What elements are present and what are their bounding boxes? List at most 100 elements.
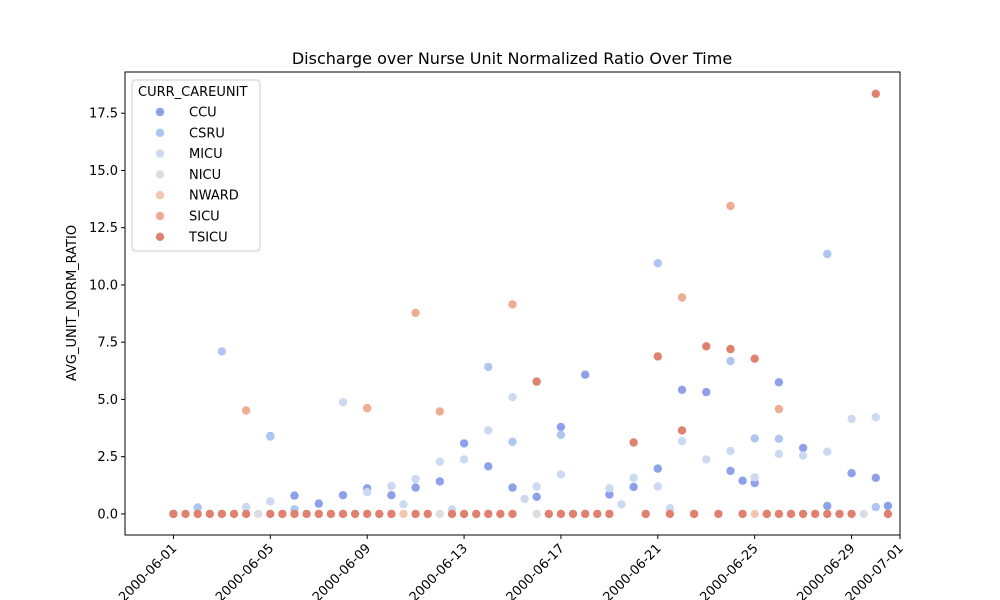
- point-tsicu-47: [798, 509, 808, 519]
- x-tick-label: 2000-06-25: [697, 541, 761, 600]
- point-ccu-7: [411, 483, 420, 492]
- point-ccu-19: [702, 387, 711, 397]
- y-tick-label: 5.0: [97, 393, 118, 408]
- point-tsicu-49: [823, 509, 832, 519]
- point-tsicu-16: [375, 509, 384, 519]
- point-micu-16: [617, 500, 626, 509]
- x-axis: 2000-06-01 2000-06-05 2000-06-09 2000-06-13…: [116, 535, 907, 600]
- point-tsicu-48: [811, 509, 820, 519]
- point-tsicu-6: [241, 509, 251, 519]
- point-ccu-23: [774, 378, 784, 387]
- point-ccu-21: [738, 476, 747, 485]
- point-sicu-0: [241, 406, 251, 415]
- x-tick-label: 2000-06-17: [504, 541, 568, 600]
- legend-label-nward: NWARD: [189, 189, 239, 204]
- point-ccu-10: [484, 462, 493, 471]
- point-tsicu-51: [847, 509, 856, 519]
- point-tsicu-35: [653, 352, 662, 361]
- point-ccu-13: [556, 422, 566, 432]
- legend-marker-micu: [155, 149, 165, 158]
- x-tick-label: 2000-06-13: [407, 541, 471, 600]
- point-csru-1: [217, 347, 227, 356]
- point-tsicu-10: [302, 509, 311, 519]
- point-tsicu-31: [593, 509, 602, 519]
- point-micu-7: [435, 457, 444, 466]
- point-ccu-11: [508, 483, 517, 492]
- point-tsicu-29: [568, 509, 578, 519]
- point-ccu-3: [314, 499, 323, 508]
- point-micu-26: [823, 447, 832, 456]
- point-ccu-12: [532, 492, 541, 501]
- point-csru-5: [484, 362, 493, 372]
- point-tsicu-3: [205, 509, 214, 519]
- legend-label-micu: MICU: [189, 147, 223, 162]
- point-tsicu-25: [508, 509, 517, 519]
- y-tick-label: 10.0: [89, 278, 118, 293]
- point-tsicu-32: [605, 509, 614, 519]
- point-ccu-18: [677, 385, 687, 394]
- point-micu-2: [338, 398, 348, 407]
- points-group: [169, 89, 893, 519]
- point-tsicu-53: [883, 509, 893, 519]
- point-tsicu-40: [714, 509, 723, 519]
- y-tick-label: 2.5: [97, 450, 118, 465]
- point-tsicu-39: [702, 342, 711, 351]
- point-nicu-1: [435, 509, 444, 519]
- point-csru-12: [823, 249, 832, 259]
- legend-title: CURR_CAREUNIT: [138, 85, 247, 100]
- y-axis-label: AVG_UNIT_NORM_RATIO: [65, 225, 80, 381]
- point-micu-1: [266, 497, 275, 506]
- point-sicu-4: [508, 300, 517, 309]
- point-tsicu-44: [762, 509, 771, 519]
- legend-label-sicu: SICU: [189, 210, 220, 225]
- y-tick-label: 17.5: [89, 107, 118, 122]
- point-tsicu-15: [363, 509, 372, 519]
- legend-marker-tsicu: [155, 232, 165, 241]
- point-tsicu-9: [290, 509, 299, 519]
- legend-label-tsicu: TSICU: [188, 230, 228, 245]
- point-tsicu-20: [447, 509, 457, 519]
- legend-box: [131, 79, 261, 252]
- point-micu-15: [605, 484, 614, 493]
- point-micu-23: [750, 473, 759, 482]
- point-nicu-2: [532, 509, 541, 519]
- point-tsicu-1: [181, 509, 190, 519]
- point-sicu-3: [435, 407, 444, 416]
- point-csru-0: [193, 503, 202, 512]
- x-tick-label: 2000-06-01: [116, 541, 180, 600]
- point-micu-6: [411, 474, 420, 484]
- point-tsicu-13: [338, 509, 348, 519]
- point-micu-24: [774, 449, 784, 459]
- legend-marker-ccu: [155, 107, 165, 117]
- point-micu-14: [556, 470, 566, 479]
- point-micu-13: [532, 482, 541, 491]
- point-tsicu-5: [229, 509, 239, 519]
- x-tick-label: 2000-06-05: [213, 541, 277, 600]
- chart-title: Discharge over Nurse Unit Normalized Rat…: [292, 49, 732, 68]
- point-micu-11: [508, 393, 517, 402]
- point-tsicu-28: [556, 509, 566, 519]
- point-nward-0: [399, 509, 408, 519]
- point-tsicu-37: [677, 426, 687, 435]
- point-tsicu-41: [726, 344, 735, 354]
- point-micu-0: [241, 503, 251, 512]
- point-tsicu-27: [544, 509, 553, 519]
- point-sicu-7: [774, 404, 784, 414]
- point-csru-8: [653, 259, 662, 268]
- point-ccu-17: [653, 464, 662, 473]
- point-tsicu-7: [266, 509, 275, 519]
- point-sicu-5: [677, 293, 687, 302]
- point-micu-9: [459, 455, 469, 464]
- point-tsicu-26: [532, 377, 541, 386]
- y-tick-label: 7.5: [97, 336, 118, 351]
- point-ccu-15: [605, 490, 614, 499]
- point-tsicu-19: [423, 509, 432, 519]
- legend-marker-nicu: [155, 170, 165, 179]
- point-micu-28: [871, 413, 880, 422]
- point-sicu-1: [363, 403, 372, 413]
- point-ccu-26: [847, 469, 856, 478]
- point-tsicu-36: [665, 509, 675, 519]
- point-tsicu-33: [629, 438, 638, 447]
- point-micu-18: [653, 482, 662, 491]
- y-tick-label: 0.0: [97, 507, 118, 522]
